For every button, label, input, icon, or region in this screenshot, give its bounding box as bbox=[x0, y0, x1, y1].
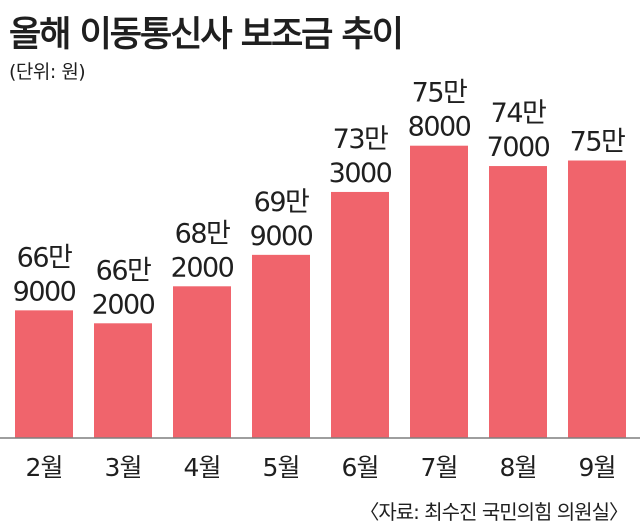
value-label: 69만 bbox=[254, 187, 309, 218]
value-label: 9000 bbox=[13, 276, 76, 307]
value-label: 75만 bbox=[412, 78, 467, 109]
bar-9월 bbox=[568, 160, 626, 438]
bar-3월 bbox=[94, 323, 152, 438]
source-note: 〈자료: 최수진 국민의힘 의원실〉 bbox=[359, 500, 629, 524]
bar-6월 bbox=[331, 191, 389, 438]
value-label: 8000 bbox=[408, 112, 471, 143]
bar-4월 bbox=[173, 286, 231, 438]
value-label: 7000 bbox=[487, 132, 550, 163]
value-label: 73만 bbox=[333, 124, 388, 155]
value-label: 66만 bbox=[96, 255, 151, 286]
bar-2월 bbox=[15, 310, 73, 438]
value-label: 66만 bbox=[17, 242, 72, 273]
value-label: 9000 bbox=[250, 221, 313, 252]
unit-label: (단위: 원) bbox=[9, 61, 86, 83]
x-tick-label: 5월 bbox=[263, 453, 300, 482]
bar-8월 bbox=[489, 166, 547, 439]
x-tick-label: 8월 bbox=[500, 453, 537, 482]
x-tick-label: 4월 bbox=[184, 453, 221, 482]
x-tick-label: 3월 bbox=[105, 453, 142, 482]
x-tick-label: 7월 bbox=[421, 453, 458, 482]
bar-7월 bbox=[410, 145, 468, 438]
bar-5월 bbox=[252, 254, 310, 438]
x-tick-label: 2월 bbox=[26, 453, 63, 482]
value-label: 74만 bbox=[491, 98, 546, 129]
value-label: 3000 bbox=[329, 158, 392, 189]
value-label: 75만 bbox=[570, 127, 625, 158]
value-label: 2000 bbox=[92, 289, 155, 320]
x-tick-label: 9월 bbox=[579, 453, 616, 482]
x-tick-label: 6월 bbox=[342, 453, 379, 482]
chart-title: 올해 이동통신사 보조금 추이 bbox=[9, 15, 404, 55]
value-label: 2000 bbox=[171, 252, 234, 283]
value-label: 68만 bbox=[175, 218, 230, 249]
